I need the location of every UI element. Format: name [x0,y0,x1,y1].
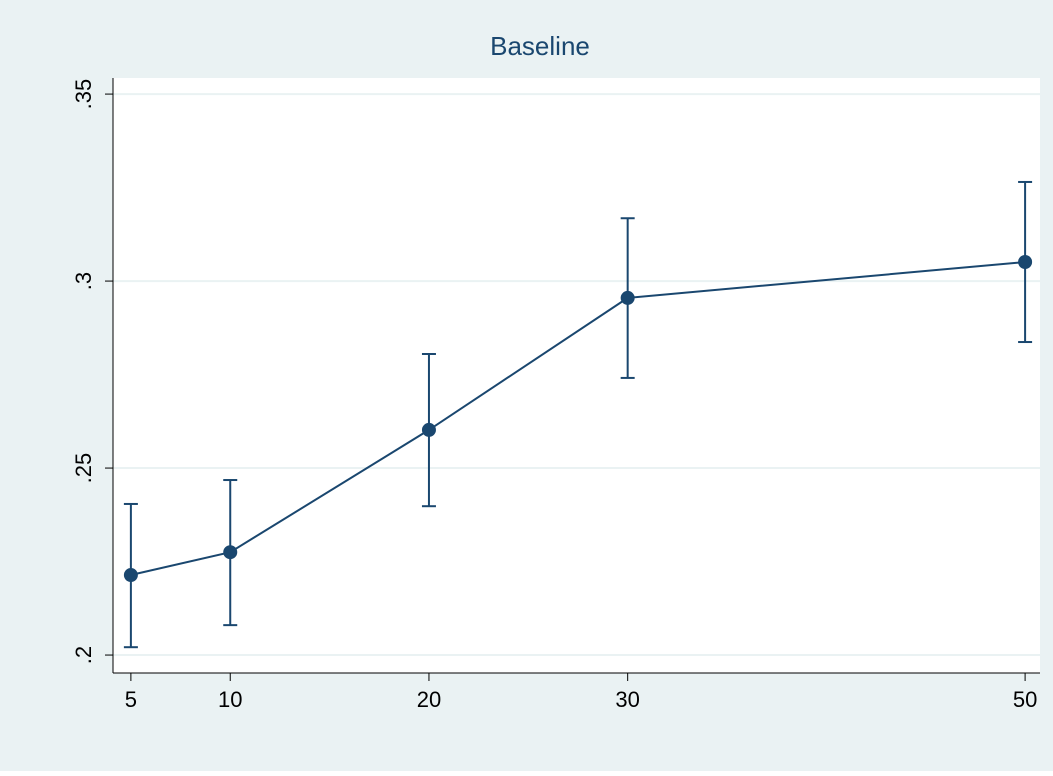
y-tick-label: .2 [71,646,96,664]
point [123,568,138,583]
point [1018,254,1033,269]
y-tick-label: .25 [71,453,96,484]
chart-title: Baseline [490,31,590,61]
point [620,290,635,305]
plot-area [113,78,1040,673]
point [223,545,238,560]
x-tick-label: 10 [218,687,242,712]
x-tick-label: 30 [615,687,639,712]
x-tick-label: 50 [1013,687,1037,712]
y-tick-label: .3 [71,272,96,290]
y-tick-label: .35 [71,79,96,110]
x-tick-label: 5 [125,687,137,712]
x-tick-label: 20 [417,687,441,712]
point [421,422,436,437]
